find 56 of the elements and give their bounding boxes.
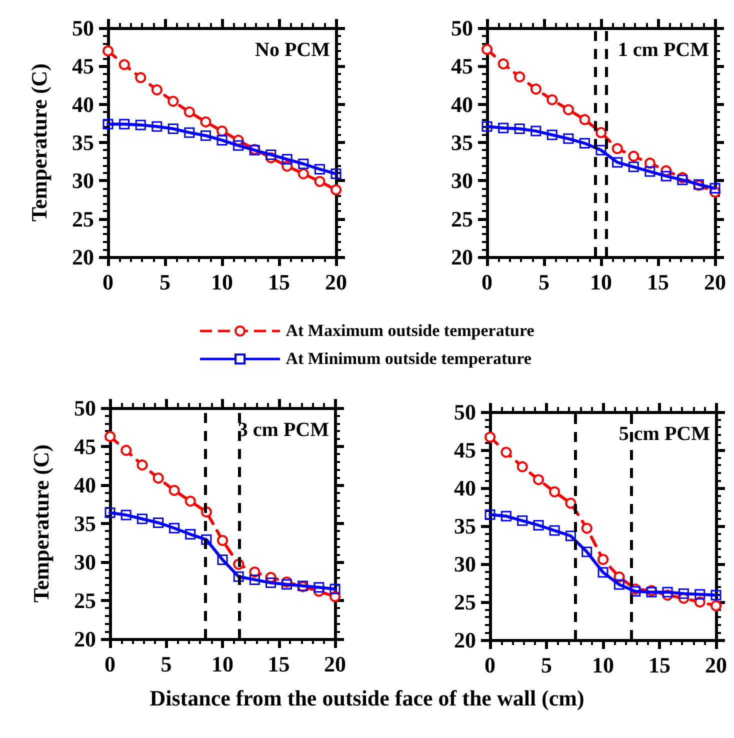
y-tick-label: 35 <box>451 130 473 155</box>
x-tick-label: 0 <box>482 270 492 294</box>
legend-label: At Minimum outside temperature <box>286 349 532 369</box>
y-tick-label: 45 <box>74 434 96 459</box>
x-tick-label: 0 <box>104 652 116 676</box>
x-tick-label: 10 <box>211 270 233 294</box>
x-tick-label: 5 <box>541 652 552 678</box>
y-tick-label: 20 <box>454 628 476 652</box>
y-tick-label: 25 <box>72 206 94 232</box>
y-tick-label: 30 <box>72 168 94 194</box>
x-tick-label: 15 <box>268 652 290 676</box>
y-tick-label: 35 <box>454 514 476 538</box>
y-tick-label: 30 <box>451 168 473 194</box>
y-tick-label: 40 <box>451 92 473 117</box>
y-tick-label: 30 <box>74 550 96 574</box>
x-tick-label: 0 <box>484 652 496 678</box>
x-tick-label: 20 <box>324 652 346 676</box>
x-axis-title: Distance from the outside face of the wall (cm) <box>150 686 584 710</box>
y-tick-label: 25 <box>454 590 476 614</box>
x-tick-label: 20 <box>705 652 727 678</box>
x-tick-label: 15 <box>268 270 290 294</box>
y-tick-label: 50 <box>454 400 476 424</box>
y-axis-title: Temperature (C) <box>26 63 52 222</box>
y-tick-label: 30 <box>454 552 476 576</box>
x-tick-label: 20 <box>704 270 726 294</box>
x-tick-label: 15 <box>647 270 669 294</box>
y-tick-label: 40 <box>74 472 96 498</box>
y-tick-label: 50 <box>451 16 473 40</box>
y-tick-label: 40 <box>454 476 476 500</box>
y-tick-label: 40 <box>72 92 94 117</box>
y-tick-label: 45 <box>451 54 473 79</box>
y-tick-label: 50 <box>74 396 96 420</box>
annotation: 5 cm PCM <box>618 423 710 445</box>
y-tick-label: 20 <box>74 626 96 652</box>
x-tick-label: 15 <box>648 652 670 678</box>
y-tick-label: 50 <box>72 16 94 40</box>
y-tick-label: 20 <box>72 244 94 270</box>
x-tick-label: 20 <box>325 270 347 294</box>
x-tick-label: 10 <box>592 652 614 678</box>
x-tick-label: 10 <box>590 270 612 294</box>
annotation: 1 cm PCM <box>618 39 710 61</box>
y-tick-label: 25 <box>451 206 473 232</box>
y-tick-label: 25 <box>74 588 96 613</box>
x-tick-label: 10 <box>212 652 234 676</box>
annotation: No PCM <box>255 39 330 61</box>
y-tick-label: 45 <box>72 54 94 79</box>
y-tick-label: 35 <box>72 130 94 155</box>
y-tick-label: 35 <box>74 511 96 536</box>
y-tick-label: 20 <box>451 244 473 270</box>
x-tick-label: 5 <box>538 270 550 294</box>
x-tick-label: 0 <box>102 270 114 294</box>
legend-label: At Maximum outside temperature <box>286 321 534 341</box>
y-tick-label: 45 <box>454 438 476 462</box>
y-axis-title: Temperature (C) <box>28 444 54 603</box>
x-tick-label: 5 <box>160 652 172 676</box>
x-tick-label: 5 <box>160 270 170 294</box>
